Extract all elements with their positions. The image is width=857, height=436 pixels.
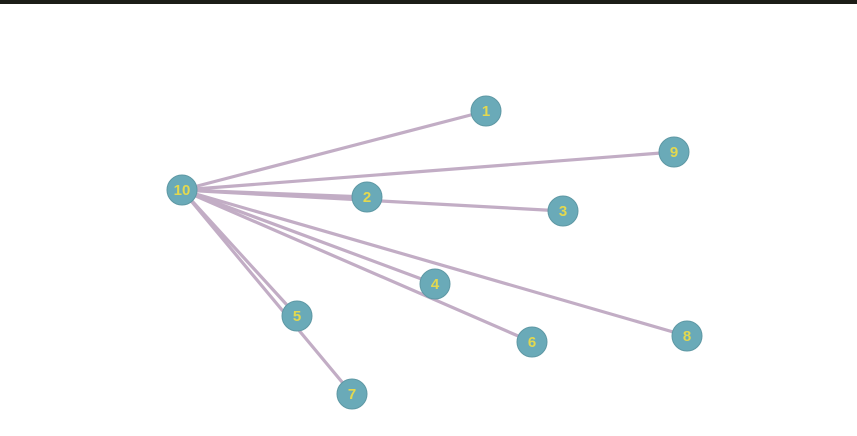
edge-10-1 [180, 109, 488, 192]
node-label: 9 [670, 144, 678, 161]
node-label: 5 [293, 308, 301, 325]
edges-layer [180, 109, 689, 396]
node-label: 3 [559, 203, 567, 220]
edge-10-4 [180, 188, 437, 286]
node-8[interactable]: 8 [671, 320, 703, 352]
nodes-layer: 10 1 9 2 3 4 6 8 5 7 [166, 95, 703, 410]
node-2[interactable]: 2 [351, 181, 383, 213]
edge-10-6 [180, 188, 534, 344]
node-circle[interactable] [419, 268, 451, 300]
node-circle[interactable] [351, 181, 383, 213]
node-circle[interactable] [658, 136, 690, 168]
node-label: 4 [431, 276, 440, 293]
node-label: 2 [363, 189, 371, 206]
node-label: 1 [482, 103, 490, 120]
node-6[interactable]: 6 [516, 326, 548, 358]
node-9[interactable]: 9 [658, 136, 690, 168]
node-label: 10 [174, 182, 191, 199]
node-3[interactable]: 3 [547, 195, 579, 227]
node-4[interactable]: 4 [419, 268, 451, 300]
node-10[interactable]: 10 [166, 174, 198, 206]
edge-10-8 [180, 188, 689, 338]
node-label: 6 [528, 334, 536, 351]
node-circle[interactable] [671, 320, 703, 352]
node-label: 8 [683, 328, 691, 345]
node-circle[interactable] [470, 95, 502, 127]
node-circle[interactable] [516, 326, 548, 358]
top-bar [0, 0, 857, 4]
node-label: 7 [348, 386, 356, 403]
node-circle[interactable] [336, 378, 368, 410]
node-circle[interactable] [281, 300, 313, 332]
node-5[interactable]: 5 [281, 300, 313, 332]
node-7[interactable]: 7 [336, 378, 368, 410]
edge-10-9 [180, 150, 676, 192]
node-1[interactable]: 1 [470, 95, 502, 127]
edge-10-7 [180, 188, 354, 396]
node-circle[interactable] [547, 195, 579, 227]
node-circle[interactable] [166, 174, 198, 206]
